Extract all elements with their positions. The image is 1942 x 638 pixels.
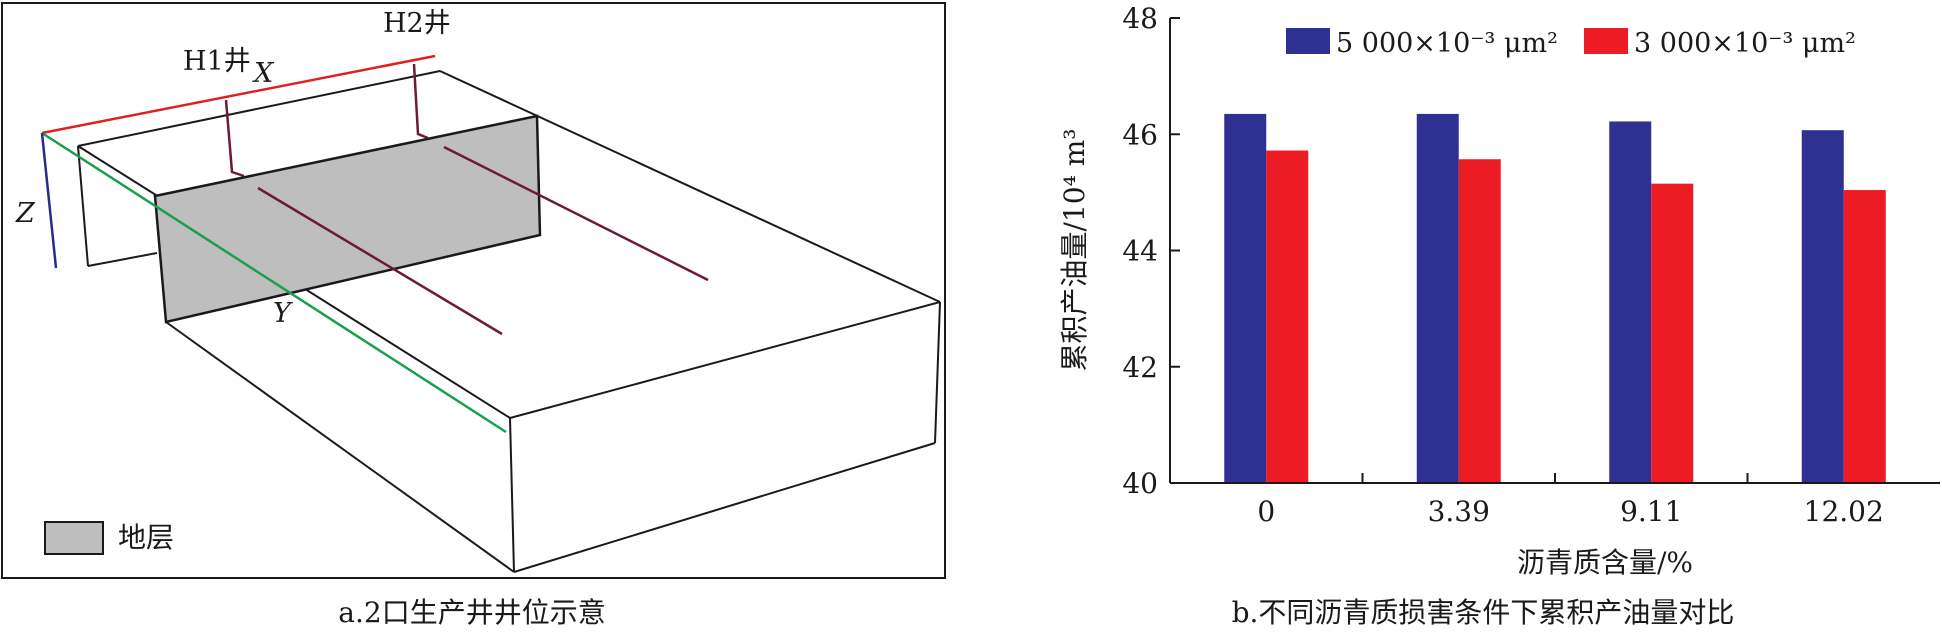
panel-b-chart: 40 42 44 46 48 0 3.39 9.11 12.02 5 000×10⁻³ μm²…	[1040, 0, 1942, 634]
x-tick-label: 9.11	[1620, 495, 1682, 528]
h1-vertical-section	[224, 99, 245, 178]
y-tick-label: 48	[1122, 2, 1158, 35]
formation-plane	[153, 114, 542, 324]
legend: 5 000×10⁻³ μm² 3 000×10⁻³ μm²	[1286, 28, 1856, 59]
bar-series-2-cat-1	[1266, 150, 1309, 483]
block-outline	[77, 70, 941, 573]
panel-a-caption: a.2口生产井井位示意	[338, 596, 605, 629]
y-axis-label: Y	[273, 298, 293, 329]
panel-a-schematic: H1井 H2井 X Y Z 地层 a.2口生产井井位示意	[0, 0, 960, 634]
legend-swatch-series-2	[1584, 28, 1628, 54]
y-tick-label: 44	[1122, 235, 1158, 268]
bar-series-2-cat-2	[1458, 159, 1501, 483]
bar-series-2-cat-4	[1843, 190, 1886, 484]
bar-chart-svg: 40 42 44 46 48 0 3.39 9.11 12.02 5 000×10⁻³ μm²…	[1058, 2, 1940, 629]
y-tick-label: 42	[1122, 351, 1158, 384]
schematic-frame	[1, 2, 946, 579]
h2-vertical-section	[412, 63, 429, 140]
legend-label-series-1: 5 000×10⁻³ μm²	[1336, 28, 1558, 59]
y-tick-label: 46	[1122, 118, 1158, 151]
bar-series-1-cat-4	[1801, 130, 1844, 483]
legend-swatch-formation	[44, 521, 104, 555]
y-axis-line	[41, 131, 507, 434]
legend-swatch-series-1	[1286, 28, 1330, 54]
legend-label-formation: 地层	[118, 521, 174, 554]
x-axis-title: 沥青质含量/%	[1517, 546, 1693, 579]
bar-series-1-cat-1	[1224, 113, 1267, 483]
x-ticks-group: 0 3.39 9.11 12.02	[1257, 473, 1884, 528]
bars-group	[1224, 113, 1886, 484]
wells	[224, 63, 709, 336]
h2-well-label: H2井	[383, 8, 451, 39]
bar-series-1-cat-2	[1416, 113, 1459, 483]
z-axis-label: Z	[15, 198, 36, 229]
y-axis-title: 累积产油量/10⁴ m³	[1058, 129, 1091, 372]
x-tick-label: 12.02	[1804, 495, 1884, 528]
schematic-svg: H1井 H2井 X Y Z 地层 a.2口生产井井位示意	[1, 2, 946, 629]
y-tick-label: 40	[1122, 467, 1158, 500]
h1-well-label: H1井	[183, 46, 251, 77]
bar-series-2-cat-3	[1651, 183, 1694, 483]
z-axis-line	[40, 132, 58, 269]
y-ticks-group: 40 42 44 46 48	[1122, 2, 1180, 500]
legend-label-series-2: 3 000×10⁻³ μm²	[1634, 28, 1856, 59]
x-tick-label: 0	[1257, 495, 1275, 528]
x-axis-line	[41, 54, 436, 135]
panel-b-caption: b.不同沥青质损害条件下累积产油量对比	[1232, 596, 1735, 629]
x-tick-label: 3.39	[1428, 495, 1490, 528]
x-axis-label: X	[252, 58, 275, 89]
h2-horizontal-section	[443, 145, 709, 282]
bar-series-1-cat-3	[1609, 121, 1652, 484]
h1-horizontal-section	[257, 186, 503, 336]
